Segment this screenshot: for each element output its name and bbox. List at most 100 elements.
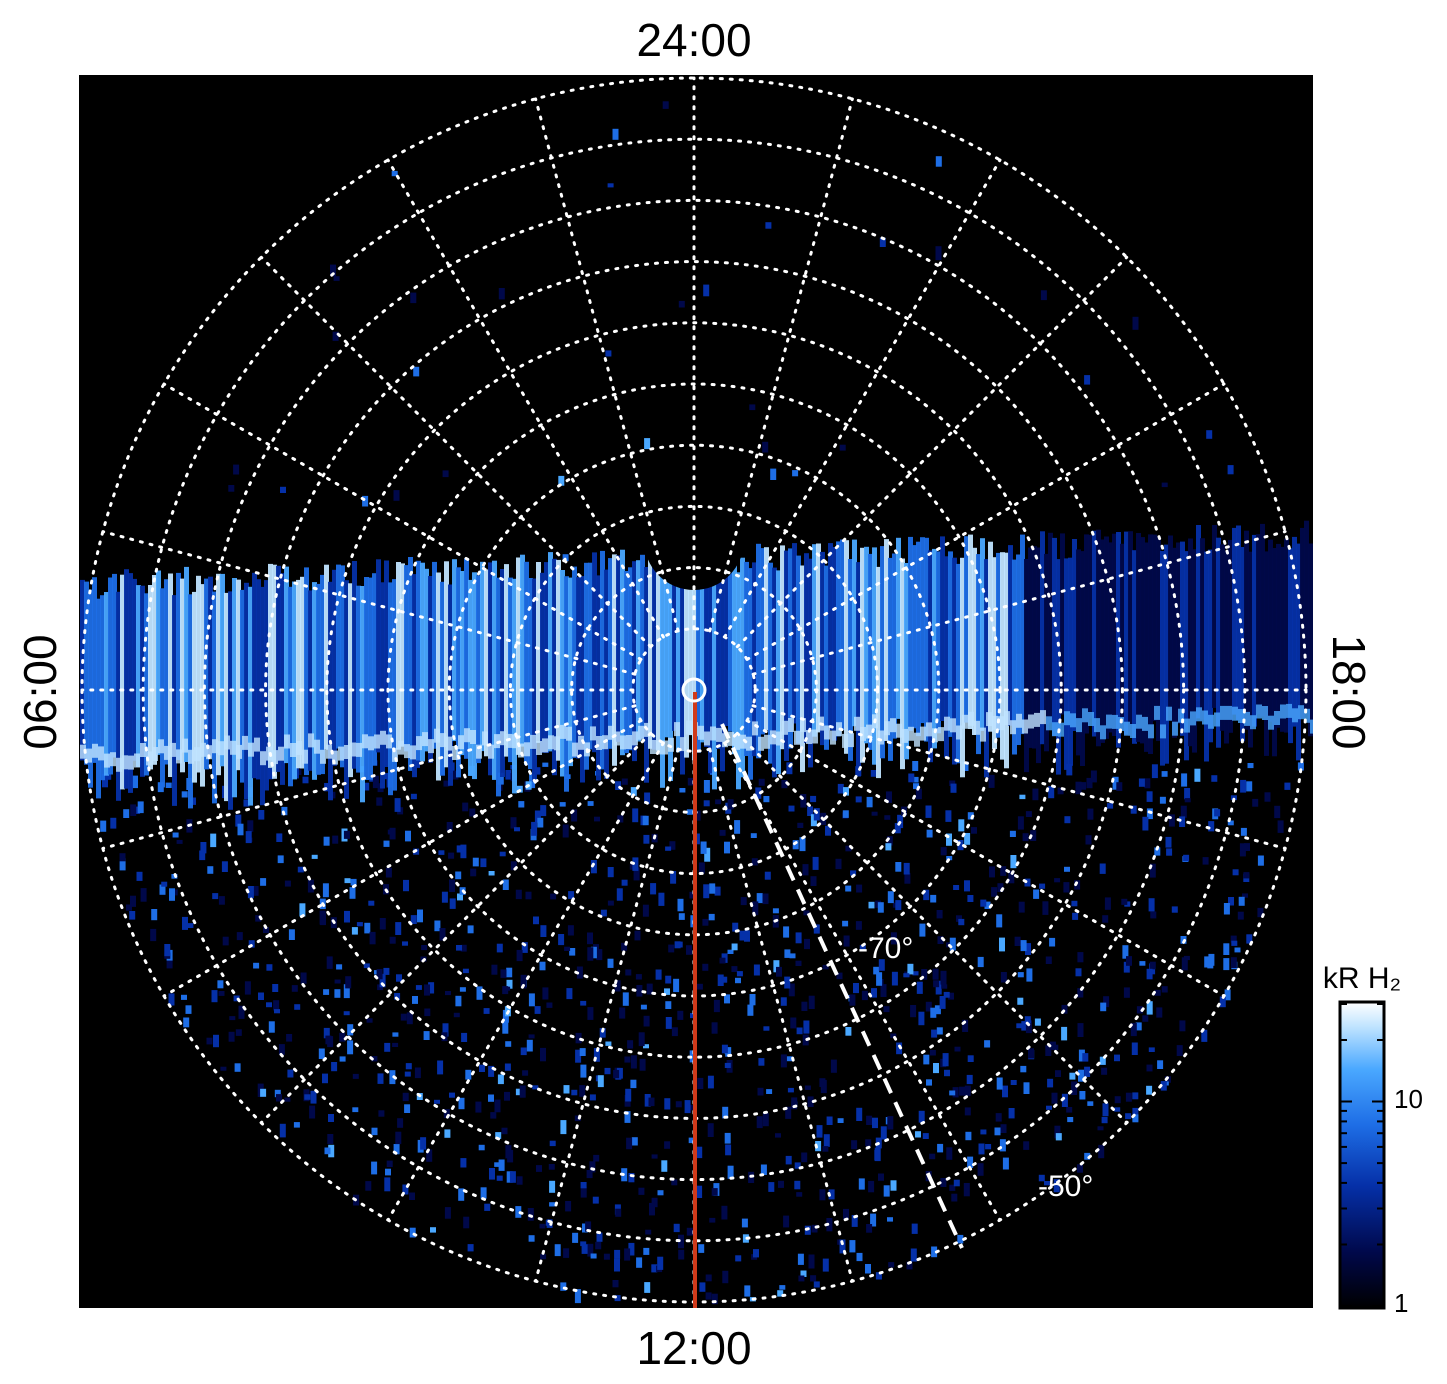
emission-pixel <box>592 1196 599 1204</box>
emission-pixel <box>1122 945 1129 959</box>
emission-pixel <box>908 773 915 783</box>
auroral-edge <box>686 720 692 735</box>
emission-pixel <box>1181 957 1188 971</box>
emission-pixel <box>635 974 642 980</box>
auroral-edge <box>404 744 410 759</box>
emission-pixel <box>206 1037 213 1045</box>
emission-pixel <box>891 971 898 986</box>
auroral-streak <box>944 556 949 758</box>
auroral-edge <box>890 718 896 733</box>
meridian-line <box>162 719 643 998</box>
emission-pixel <box>255 915 262 922</box>
emission-pixel <box>1138 778 1145 787</box>
auroral-streak <box>220 573 225 767</box>
emission-pixel <box>747 1004 754 1016</box>
emission-pixel <box>1208 953 1215 966</box>
auroral-streak <box>980 538 985 731</box>
auroral-edge <box>1286 703 1292 718</box>
emission-pixel <box>632 808 639 823</box>
emission-pixel <box>539 961 546 971</box>
emission-pixel <box>540 805 547 817</box>
auroral-streak <box>876 566 881 779</box>
emission-pixel <box>708 913 715 921</box>
emission-pixel <box>686 809 693 815</box>
emission-pixel <box>548 1164 555 1170</box>
emission-pixel <box>954 1046 961 1052</box>
auroral-streak <box>316 583 321 775</box>
emission-pixel <box>1131 1042 1138 1055</box>
auroral-edge <box>104 753 110 768</box>
emission-pixel <box>825 825 831 836</box>
emission-pixel <box>1055 1133 1062 1141</box>
emission-pixel <box>1242 893 1248 898</box>
emission-pixel <box>967 1156 974 1168</box>
emission-pixel <box>343 830 350 839</box>
auroral-streak <box>232 578 237 798</box>
auroral-streak <box>1180 541 1185 736</box>
emission-pixel <box>489 1168 495 1180</box>
emission-pixel <box>904 872 911 884</box>
emission-pixel <box>633 867 640 881</box>
emission-pixel <box>352 1107 359 1113</box>
emission-pixel <box>1055 1070 1061 1077</box>
emission-pixel <box>260 878 267 886</box>
auroral-streak <box>400 563 405 747</box>
auroral-streak <box>552 558 557 776</box>
auroral-streak <box>1280 546 1285 732</box>
auroral-streak <box>888 557 893 761</box>
emission-pixel <box>1146 1064 1153 1072</box>
auroral-streak <box>684 573 689 758</box>
emission-pixel <box>724 1132 731 1144</box>
auroral-edge <box>296 740 302 755</box>
emission-pixel <box>528 1235 535 1242</box>
emission-pixel <box>826 1218 833 1232</box>
auroral-edge <box>182 738 188 753</box>
emission-pixel <box>168 993 175 1006</box>
auroral-streak <box>964 536 969 723</box>
emission-pixel <box>731 943 738 951</box>
emission-pixel <box>696 1146 703 1159</box>
emission-pixel <box>991 887 998 897</box>
emission-pixel <box>843 935 850 947</box>
emission-pixel <box>426 1149 433 1162</box>
emission-pixel <box>1214 809 1221 817</box>
emission-pixel <box>837 783 844 794</box>
emission-pixel <box>621 942 628 951</box>
emission-pixel <box>540 925 547 937</box>
emission-pixel <box>673 978 680 993</box>
auroral-edge <box>146 751 152 766</box>
auroral-streak <box>756 543 761 759</box>
auroral-edge <box>1112 714 1118 729</box>
colorbar-gradient <box>1338 1000 1386 1310</box>
auroral-streak <box>1148 534 1153 754</box>
auroral-streak <box>960 557 965 778</box>
emission-pixel <box>423 1031 430 1040</box>
emission-pixel <box>1101 1067 1108 1075</box>
emission-pixel <box>855 921 862 930</box>
emission-pixel <box>587 1007 594 1020</box>
auroral-streak <box>1236 525 1241 720</box>
emission-pixel <box>119 858 126 871</box>
emission-pixel <box>874 1147 881 1162</box>
emission-pixel <box>479 1064 485 1072</box>
emission-pixel <box>931 1246 938 1258</box>
auroral-streak <box>1260 523 1265 717</box>
emission-pixel <box>698 862 705 874</box>
emission-pixel <box>1243 872 1250 879</box>
auroral-streak <box>308 590 313 771</box>
auroral-streak <box>280 573 285 785</box>
emission-pixel <box>1240 779 1247 793</box>
auroral-streak <box>248 586 253 806</box>
emission-pixel <box>514 827 520 832</box>
emission-pixel <box>245 831 252 844</box>
auroral-streak <box>1104 536 1109 739</box>
auroral-edge <box>500 731 506 746</box>
auroral-streak <box>640 554 645 739</box>
emission-pixel <box>1246 934 1253 944</box>
emission-pixel <box>1244 843 1250 851</box>
emission-pixel <box>597 1075 604 1088</box>
emission-pixel <box>940 847 947 856</box>
emission-pixel <box>228 1031 235 1042</box>
auroral-streak <box>1008 545 1013 726</box>
emission-pixel <box>159 884 166 895</box>
